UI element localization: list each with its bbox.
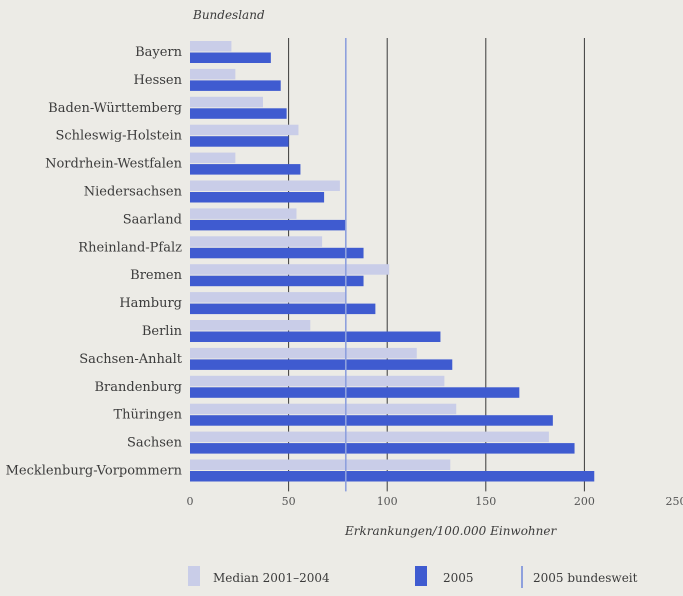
category-label: Rheinland-Pfalz — [78, 240, 182, 255]
category-label: Nordrhein-Westfalen — [45, 157, 183, 172]
category-label: Bayern — [135, 45, 183, 60]
category-label: Saarland — [123, 212, 182, 227]
x-tick-3: 150 — [475, 495, 496, 508]
category-label: Mecklenburg-Vorpommern — [6, 464, 183, 479]
bar-median-10 — [190, 320, 311, 331]
x-tick-2: 100 — [377, 495, 398, 508]
category-labels: Bayern Hessen Baden-Württemberg Schleswig-H… — [6, 45, 183, 479]
bar-2005-14 — [190, 443, 575, 454]
bar-2005-8 — [190, 275, 364, 287]
bar-2005-9 — [190, 303, 376, 315]
bar-2005-1 — [190, 80, 281, 91]
chart-title: Bundesland — [192, 8, 265, 22]
bars — [190, 41, 595, 482]
bar-median-15 — [190, 459, 451, 470]
bar-2005-7 — [190, 247, 364, 259]
category-label: Hessen — [134, 73, 183, 88]
bar-median-5 — [190, 180, 340, 191]
bar-2005-3 — [190, 136, 289, 147]
category-label: Hamburg — [119, 296, 182, 311]
legend-label-median: Median 2001–2004 — [213, 571, 330, 585]
x-tick-0: 0 — [187, 495, 194, 508]
bar-2005-4 — [190, 164, 301, 175]
bar-median-12 — [190, 375, 445, 387]
legend: Median 2001–2004 2005 2005 bundesweit — [188, 566, 638, 588]
bar-2005-15 — [190, 471, 595, 482]
bar-median-7 — [190, 236, 323, 247]
bar-2005-13 — [190, 415, 553, 426]
bar-median-13 — [190, 403, 457, 415]
bar-median-9 — [190, 292, 346, 303]
legend-swatch-median — [188, 566, 200, 586]
x-axis-label: Erkrankungen/100.000 Einwohner — [344, 524, 557, 538]
category-label: Brandenburg — [94, 380, 182, 395]
bar-median-8 — [190, 264, 390, 275]
legend-swatch-2005 — [415, 566, 427, 586]
bar-2005-10 — [190, 331, 441, 342]
category-label: Bremen — [130, 268, 182, 283]
bar-median-14 — [190, 431, 549, 443]
bar-2005-0 — [190, 52, 271, 63]
bar-median-11 — [190, 347, 417, 359]
legend-label-2005: 2005 — [443, 571, 474, 585]
bar-median-4 — [190, 152, 236, 164]
x-tick-5: 250 — [666, 495, 683, 508]
bar-median-1 — [190, 68, 236, 80]
x-tick-4: 200 — [574, 495, 595, 508]
category-label: Baden-Württemberg — [48, 101, 182, 116]
x-tick-labels: 0 50 100 150 200 250 — [187, 495, 683, 508]
bar-2005-5 — [190, 192, 325, 203]
bar-2005-11 — [190, 359, 453, 370]
bar-median-3 — [190, 124, 299, 136]
bar-median-2 — [190, 96, 263, 108]
category-label: Niedersachsen — [84, 185, 183, 200]
bar-2005-2 — [190, 108, 287, 119]
category-label: Thüringen — [113, 408, 182, 423]
bar-median-0 — [190, 41, 232, 52]
category-label: Sachsen — [127, 436, 183, 451]
x-tick-1: 50 — [282, 495, 296, 508]
bar-median-6 — [190, 208, 297, 219]
category-label: Berlin — [142, 324, 183, 339]
bar-2005-12 — [190, 387, 520, 398]
category-label: Schleswig-Holstein — [55, 129, 182, 144]
bar-2005-6 — [190, 219, 346, 231]
legend-label-bundesweit: 2005 bundesweit — [533, 571, 638, 585]
category-label: Sachsen-Anhalt — [79, 352, 182, 367]
